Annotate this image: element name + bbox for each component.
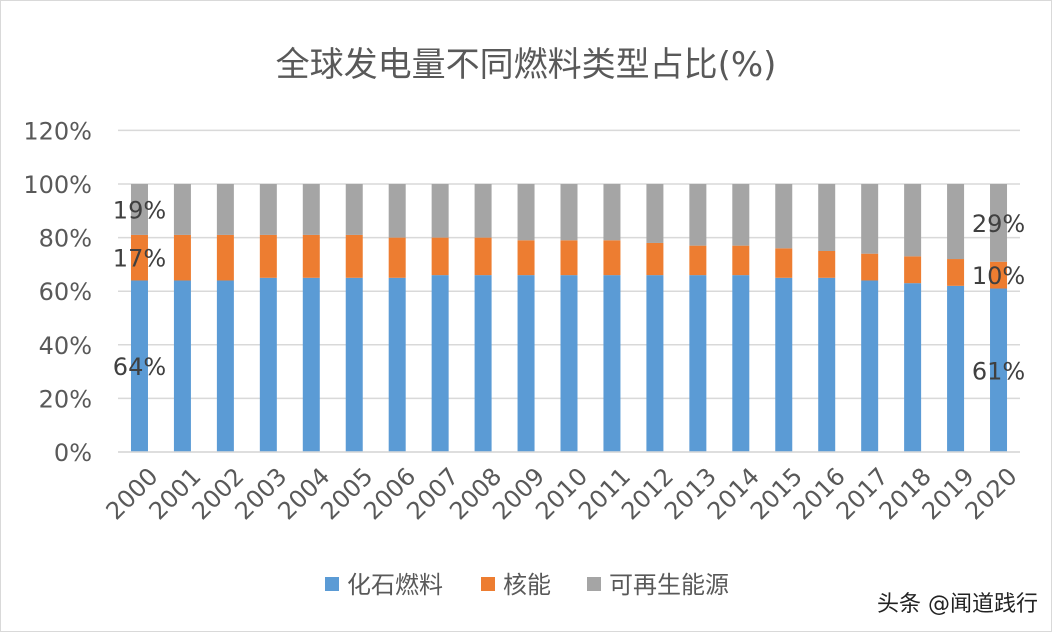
data-label: 29% xyxy=(972,210,1025,238)
legend-label: 可再生能源 xyxy=(609,571,729,599)
legend-swatch xyxy=(587,577,601,591)
bar-segment xyxy=(517,184,535,241)
bar-segment xyxy=(904,256,922,284)
y-tick-label: 40% xyxy=(39,332,92,360)
bar-segment xyxy=(431,184,449,238)
y-tick-label: 100% xyxy=(23,171,92,199)
bar-segment xyxy=(431,275,449,452)
data-label: 17% xyxy=(113,245,166,273)
bar-segment xyxy=(732,245,750,276)
bar-segment xyxy=(130,280,148,452)
bar-segment xyxy=(173,280,191,452)
bar-segment xyxy=(646,275,664,452)
bar-segment xyxy=(130,184,148,235)
watermark: 头条 @闻道践行 xyxy=(877,592,1038,617)
bar-segment xyxy=(302,184,320,235)
y-tick-label: 60% xyxy=(39,278,92,306)
bar-segment xyxy=(603,184,621,241)
data-label: 10% xyxy=(972,262,1025,290)
bar-segment xyxy=(818,251,836,278)
bar-segment xyxy=(818,277,836,452)
bar-segment xyxy=(560,240,578,276)
bar-segment xyxy=(345,234,363,278)
bar-segment xyxy=(388,277,406,452)
legend-label: 核能 xyxy=(503,571,551,599)
bar-segment xyxy=(646,184,664,243)
bar-segment xyxy=(861,280,879,452)
bar-segment xyxy=(345,277,363,452)
bar-segment xyxy=(173,234,191,281)
bar-segment xyxy=(603,275,621,452)
bar-segment xyxy=(861,184,879,254)
bar-segment xyxy=(904,184,922,257)
legend-swatch xyxy=(481,577,495,591)
bar-segment xyxy=(560,184,578,241)
data-label: 19% xyxy=(113,196,166,224)
bar-segment xyxy=(259,234,277,278)
bar-segment xyxy=(990,184,1008,262)
bar-segment xyxy=(947,285,965,452)
bar-segment xyxy=(517,240,535,276)
bar-segment xyxy=(775,248,793,278)
bar-segment xyxy=(216,234,234,281)
bar-segment xyxy=(474,237,492,276)
bar-segment xyxy=(861,253,879,281)
bar-segment xyxy=(818,184,836,251)
bar-segment xyxy=(216,184,234,235)
bar-segment xyxy=(990,261,1008,289)
bar-segment xyxy=(259,277,277,452)
y-tick-label: 0% xyxy=(54,439,92,467)
bar-segment xyxy=(388,237,406,278)
bar-segment xyxy=(474,184,492,238)
data-label: 61% xyxy=(972,357,1025,385)
bar-segment xyxy=(732,184,750,246)
bar-segment xyxy=(947,184,965,260)
chart-title: 全球发电量不同燃料类型占比(%) xyxy=(276,45,777,85)
legend-swatch xyxy=(325,577,339,591)
y-tick-label: 80% xyxy=(39,225,92,253)
y-tick-label: 120% xyxy=(23,117,92,145)
bar-segment xyxy=(517,275,535,452)
bar-segment xyxy=(302,234,320,278)
bar-segment xyxy=(345,184,363,235)
bar-segment xyxy=(689,245,707,276)
bar-segment xyxy=(689,275,707,452)
y-tick-label: 20% xyxy=(39,385,92,413)
bar-segment xyxy=(947,259,965,286)
bar-segment xyxy=(603,240,621,276)
bar-segment xyxy=(560,275,578,452)
bar-segment xyxy=(259,184,277,235)
bar-segment xyxy=(732,275,750,452)
data-label: 64% xyxy=(113,353,166,381)
bar-segment xyxy=(646,242,664,276)
bar-segment xyxy=(431,237,449,276)
bar-segment xyxy=(302,277,320,452)
legend-label: 化石燃料 xyxy=(347,571,443,599)
bar-segment xyxy=(904,283,922,452)
bar-segment xyxy=(130,234,148,281)
bar-segment xyxy=(990,288,1008,452)
bar-segment xyxy=(388,184,406,238)
bar-segment xyxy=(775,277,793,452)
bar-segment xyxy=(689,184,707,246)
bar-segment xyxy=(216,280,234,452)
bar-segment xyxy=(775,184,793,249)
bar-segment xyxy=(173,184,191,235)
bar-segment xyxy=(474,275,492,452)
